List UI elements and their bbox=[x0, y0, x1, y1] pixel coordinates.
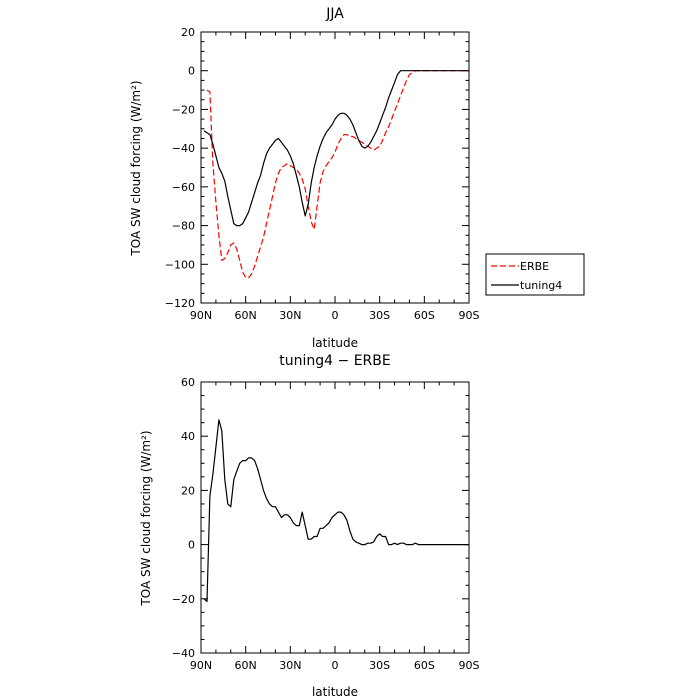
x-tick-label: 30S bbox=[369, 309, 390, 322]
y-tick-label: 20 bbox=[181, 26, 195, 39]
x-axis-title-difference: latitude bbox=[312, 685, 358, 699]
x-tick-label: 90S bbox=[459, 309, 480, 322]
y-tick-label: 40 bbox=[181, 430, 195, 443]
x-tick-label: 90S bbox=[459, 659, 480, 672]
y-axis-title-difference: TOA SW cloud forcing (W/m²) bbox=[139, 430, 153, 606]
y-tick-label: −40 bbox=[172, 142, 195, 155]
legend-box bbox=[485, 253, 585, 296]
x-tick-label: 0 bbox=[332, 309, 339, 322]
chart-jja: JJA latitude TOA SW cloud forcing (W/m²)… bbox=[129, 6, 585, 350]
y-tick-label: 20 bbox=[181, 484, 195, 497]
y-tick-label: 0 bbox=[188, 65, 195, 78]
y-tick-label: −60 bbox=[172, 181, 195, 194]
x-tick-label: 90N bbox=[190, 309, 212, 322]
x-tick-label: 0 bbox=[332, 659, 339, 672]
plot-frame bbox=[200, 381, 470, 654]
chart-difference: tuning4 − ERBE latitude TOA SW cloud for… bbox=[139, 353, 480, 699]
x-tick-label: 90N bbox=[190, 659, 212, 672]
x-tick-label: 30N bbox=[279, 659, 301, 672]
y-tick-label: −120 bbox=[165, 297, 195, 310]
y-tick-label: −80 bbox=[172, 220, 195, 233]
chart-title-difference: tuning4 − ERBE bbox=[279, 353, 390, 369]
x-tick-label: 30N bbox=[279, 309, 301, 322]
x-tick-label: 30S bbox=[369, 659, 390, 672]
y-axis-title-jja: TOA SW cloud forcing (W/m²) bbox=[129, 80, 143, 256]
y-tick-label: −20 bbox=[172, 593, 195, 606]
y-tick-label: −20 bbox=[172, 103, 195, 116]
series-line-difference bbox=[203, 419, 469, 603]
x-tick-label: 60N bbox=[235, 309, 257, 322]
chart-title-jja: JJA bbox=[325, 6, 344, 22]
x-tick-label: 60N bbox=[235, 659, 257, 672]
x-tick-label: 60S bbox=[414, 309, 435, 322]
legend-label-erbe: ERBE bbox=[520, 260, 549, 273]
series-line-erbe bbox=[206, 70, 469, 279]
legend-label-tuning4: tuning4 bbox=[520, 279, 562, 292]
y-tick-label: −100 bbox=[165, 258, 195, 271]
x-axis-title-jja: latitude bbox=[312, 336, 358, 350]
y-tick-label: −40 bbox=[172, 647, 195, 660]
plot-frame bbox=[200, 31, 470, 304]
series-line-tuning4 bbox=[203, 70, 469, 227]
y-tick-label: 60 bbox=[181, 376, 195, 389]
x-tick-label: 60S bbox=[414, 659, 435, 672]
y-tick-label: 0 bbox=[188, 539, 195, 552]
legend: ERBE tuning4 bbox=[485, 253, 585, 296]
